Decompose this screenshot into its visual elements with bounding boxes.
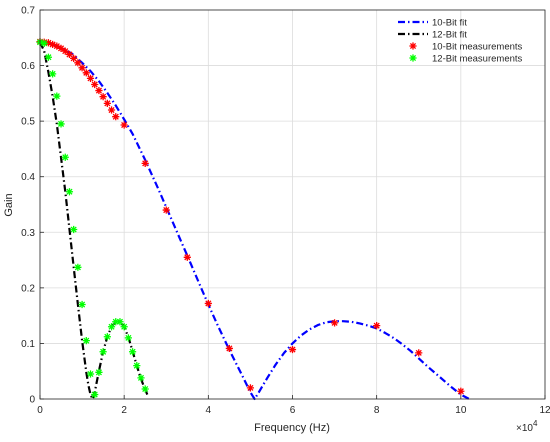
data-point xyxy=(204,299,212,308)
data-point xyxy=(415,349,423,357)
x-tick-label: 8 xyxy=(374,405,380,416)
data-point xyxy=(78,300,86,309)
data-point xyxy=(95,368,103,376)
data-point xyxy=(86,370,95,378)
data-point xyxy=(162,206,170,214)
data-point xyxy=(137,374,145,382)
axis-ticks: 0 2 4 6 8 10 12 0 0.1 0.2 0.3 0.4 0.5 0.6 0.7 xyxy=(21,6,550,417)
series-line-12-bit-fit xyxy=(39,41,149,401)
data-point xyxy=(373,322,381,330)
data-point xyxy=(74,263,82,271)
data-point xyxy=(74,59,82,67)
data-point xyxy=(49,40,57,49)
legend-marker-swatch xyxy=(409,42,417,50)
series-10-bit-fit xyxy=(39,41,470,401)
x-tick-label: 0 xyxy=(37,405,43,416)
y-tick-label: 0.3 xyxy=(21,228,35,239)
x-tick-label: 2 xyxy=(121,405,127,416)
y-axis-label: Gain xyxy=(3,193,15,216)
legend-marker-swatch xyxy=(409,54,417,62)
x-tick-label: 12 xyxy=(539,405,550,416)
series-12-bit-measurements xyxy=(36,38,149,399)
data-point xyxy=(57,44,65,52)
data-point xyxy=(53,92,61,100)
data-point xyxy=(141,159,149,167)
data-point xyxy=(44,53,53,61)
data-point xyxy=(183,253,191,261)
data-point xyxy=(330,319,339,327)
legend-label: 10-Bit measurements xyxy=(432,42,523,53)
data-point xyxy=(112,318,120,326)
y-tick-label: 0.7 xyxy=(21,6,35,17)
x-tick-label: 10 xyxy=(455,405,467,416)
data-point xyxy=(70,225,78,234)
data-point xyxy=(120,121,128,129)
data-point xyxy=(70,54,78,62)
data-point xyxy=(457,387,465,395)
x-tick-label: 6 xyxy=(290,405,296,416)
data-point xyxy=(82,69,90,77)
data-point xyxy=(95,86,103,95)
data-point xyxy=(78,64,86,72)
x-tick-label: 4 xyxy=(206,405,212,416)
y-tick-label: 0.2 xyxy=(21,283,35,294)
data-point xyxy=(53,42,61,50)
legend-label: 10-Bit fit xyxy=(432,18,467,29)
x-axis-exponent-base: ×10 xyxy=(516,423,533,434)
data-point xyxy=(99,348,107,356)
y-tick-label: 0.4 xyxy=(21,172,35,183)
data-point xyxy=(44,39,53,47)
data-point xyxy=(103,333,111,341)
data-point xyxy=(225,344,233,353)
data-point xyxy=(128,348,137,356)
data-point xyxy=(107,106,116,114)
legend-label: 12-Bit fit xyxy=(432,30,467,41)
data-point xyxy=(86,74,95,82)
data-point xyxy=(99,93,107,101)
x-axis-exponent-power: 4 xyxy=(533,419,538,428)
data-point xyxy=(91,390,99,399)
legend-label: 12-Bit measurements xyxy=(432,54,523,65)
series-line-10-bit-fit xyxy=(39,41,470,401)
data-point xyxy=(246,384,255,392)
data-point xyxy=(120,323,128,331)
x-axis-exponent: ×104 xyxy=(516,419,538,434)
data-point xyxy=(141,385,149,393)
data-point xyxy=(65,188,74,196)
data-point xyxy=(61,47,69,55)
data-point xyxy=(91,80,99,89)
data-point xyxy=(112,113,120,121)
data-point xyxy=(65,50,74,59)
data-point xyxy=(82,337,90,345)
data-point xyxy=(61,153,69,161)
data-point xyxy=(40,39,48,47)
y-tick-label: 0.6 xyxy=(21,61,35,72)
series-12-bit-fit xyxy=(39,41,149,401)
x-axis-label: Frequency (Hz) xyxy=(254,422,330,434)
data-point xyxy=(288,345,297,354)
data-point xyxy=(57,120,65,128)
series-10-bit-measurements xyxy=(36,38,465,395)
data-point xyxy=(124,334,132,342)
data-point xyxy=(49,70,57,78)
y-tick-label: 0.5 xyxy=(21,117,35,128)
data-point xyxy=(103,99,111,107)
y-tick-label: 0 xyxy=(29,395,35,406)
data-point xyxy=(116,318,124,326)
series-layer xyxy=(36,38,470,401)
y-tick-label: 0.1 xyxy=(21,339,35,350)
data-point xyxy=(107,323,116,331)
data-point xyxy=(133,362,141,370)
